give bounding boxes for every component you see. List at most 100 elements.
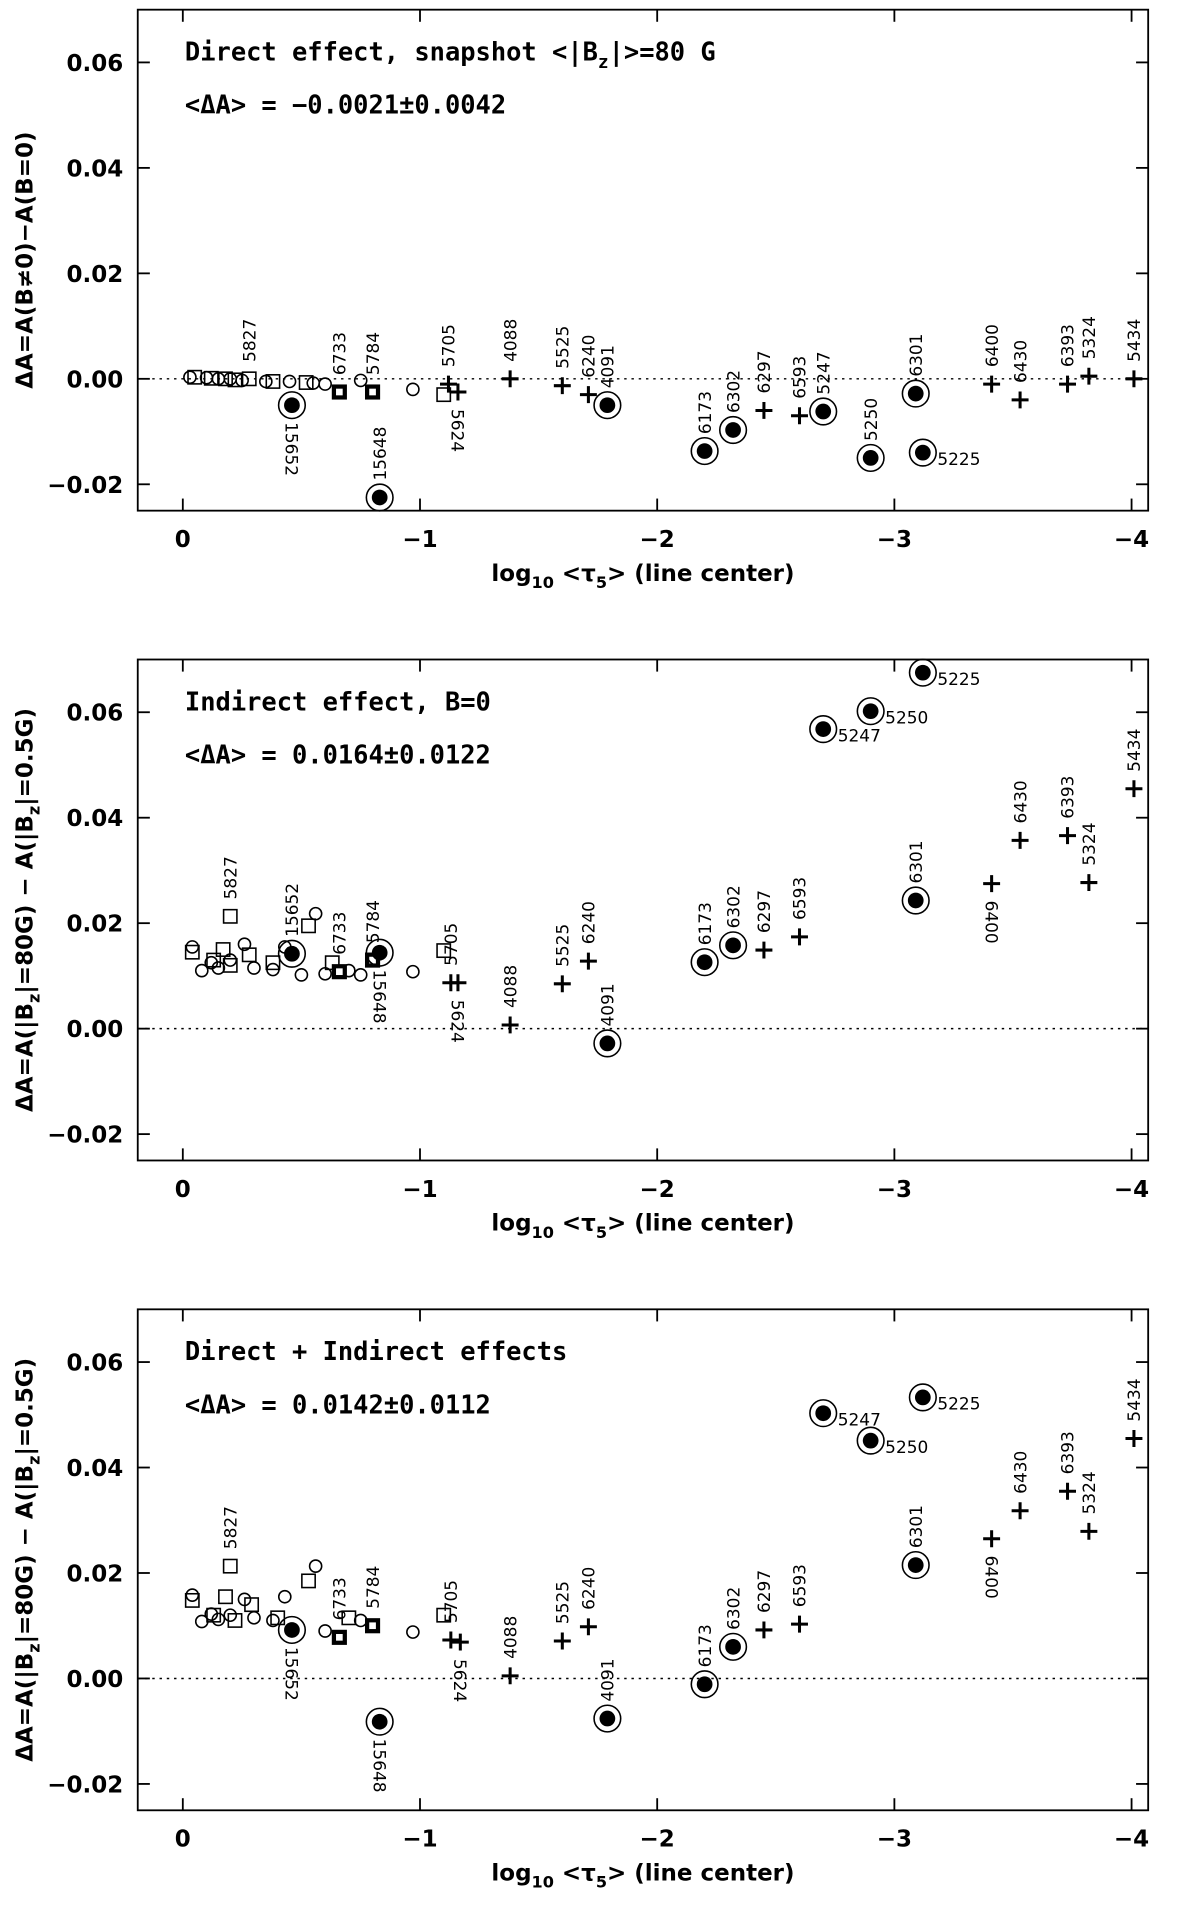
- y-axis-label: ΔA=A(|Bz|=80G) − A(|Bz|=0.5G): [12, 1358, 43, 1762]
- text-part: <τ: [554, 1211, 596, 1237]
- point-ring: [908, 438, 937, 467]
- point-label: 5827: [220, 856, 240, 899]
- point: [1011, 831, 1029, 849]
- point-ring: [908, 1383, 937, 1412]
- x-tick-label: 0: [175, 1177, 191, 1203]
- y-tick-label: 0.02: [67, 1561, 124, 1587]
- point-core: [599, 1035, 616, 1052]
- point: [593, 391, 622, 420]
- text-part: |>=80 G: [609, 37, 716, 67]
- point: [1080, 367, 1098, 385]
- point-label: 6302: [723, 885, 743, 928]
- point: [856, 443, 885, 473]
- point-ring: [718, 931, 748, 960]
- x-tick-label: −4: [1114, 527, 1149, 553]
- point-core: [862, 703, 879, 720]
- point-label: 6593: [790, 356, 810, 399]
- point: [353, 373, 368, 388]
- annotation: Direct + Indirect effects: [185, 1336, 567, 1366]
- point: [318, 1624, 332, 1638]
- text-part: > (line center): [607, 1860, 794, 1886]
- point: [690, 948, 719, 977]
- point: [187, 369, 203, 385]
- point-label: 4088: [500, 319, 520, 362]
- x-tick-label: −3: [877, 1827, 912, 1853]
- point-label: 15652: [282, 1647, 302, 1701]
- y-tick-label: 0.02: [67, 912, 124, 938]
- point: [364, 384, 381, 400]
- text-part: 10: [532, 1223, 554, 1242]
- point-ring: [856, 697, 885, 726]
- point: [222, 1558, 238, 1574]
- point: [222, 908, 238, 924]
- point-ring: [856, 443, 885, 473]
- point-label: 5225: [937, 1394, 980, 1414]
- point-core: [725, 422, 741, 438]
- x-tick-label: −1: [402, 527, 437, 553]
- plot-frame: [136, 1308, 1150, 1812]
- point-label: 6733: [330, 332, 350, 375]
- point: [294, 968, 309, 982]
- point: [901, 1550, 930, 1580]
- point: [301, 1573, 316, 1589]
- point: [579, 1618, 597, 1636]
- point-ring: [718, 415, 748, 445]
- point: [308, 906, 323, 921]
- point-label: 4091: [598, 983, 618, 1026]
- point: [203, 370, 219, 386]
- point: [365, 483, 394, 512]
- point: [1059, 375, 1076, 393]
- point: [856, 1426, 885, 1455]
- point: [194, 963, 209, 978]
- point-label: 5434: [1124, 729, 1144, 772]
- point-label: 6733: [330, 1577, 350, 1620]
- point: [185, 1588, 200, 1602]
- point-core: [862, 1432, 879, 1449]
- point: [908, 438, 937, 467]
- point-core: [696, 443, 713, 459]
- text-part: 10: [532, 1873, 554, 1892]
- point-ring: [856, 1426, 885, 1455]
- point: [809, 1399, 838, 1428]
- point-core: [862, 450, 879, 466]
- point-label: 6297: [754, 890, 774, 933]
- point: [690, 436, 719, 466]
- point: [553, 975, 571, 993]
- point: [282, 374, 297, 389]
- point: [318, 377, 332, 391]
- point: [553, 377, 571, 395]
- point: [184, 1592, 200, 1608]
- point: [718, 415, 748, 445]
- point-label: 6240: [579, 1567, 599, 1610]
- point: [247, 961, 261, 975]
- point-core: [815, 403, 832, 420]
- x-tick-label: −1: [402, 1827, 437, 1853]
- text-part: 10: [532, 573, 554, 592]
- text-part: |=80G) − A(|B: [12, 1465, 38, 1643]
- text-part: > (line center): [607, 561, 794, 587]
- text-part: Indirect effect, B=0: [185, 686, 491, 716]
- point: [442, 1631, 460, 1649]
- point: [265, 955, 281, 971]
- point: [331, 384, 347, 400]
- point: [553, 1632, 571, 1650]
- point: [436, 943, 452, 959]
- point-ring: [718, 1632, 748, 1661]
- point-ring: [690, 1670, 719, 1699]
- point: [791, 1615, 808, 1633]
- point-label: 5624: [450, 1659, 470, 1702]
- point-core: [815, 1405, 832, 1422]
- point-label: 6301: [906, 334, 926, 377]
- point-label: 5705: [439, 324, 459, 367]
- point: [1125, 1430, 1143, 1447]
- point: [755, 941, 773, 959]
- point-ring: [365, 1707, 394, 1736]
- point-core: [599, 397, 616, 414]
- x-tick-label: −4: [1114, 1177, 1149, 1203]
- point: [364, 1618, 381, 1634]
- point-label: 5827: [239, 319, 259, 362]
- text-part: Direct + Indirect effects: [185, 1336, 567, 1366]
- point-label: 15652: [282, 422, 302, 476]
- point: [406, 1625, 420, 1639]
- point-label: 5247: [838, 1409, 881, 1429]
